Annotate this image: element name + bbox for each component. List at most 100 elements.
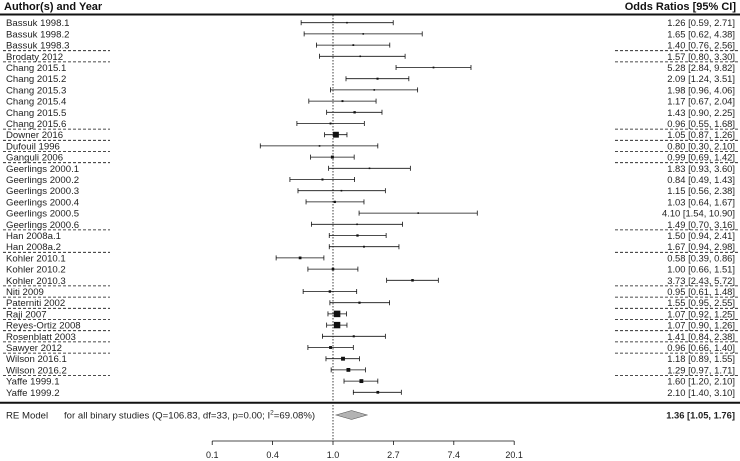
study-or-text: 0.96 [0.55, 1.68] [667, 118, 735, 129]
study-label: Wilson 2016.2 [6, 365, 67, 376]
study-or-text: 1.40 [0.76, 2.56] [667, 40, 735, 51]
point-estimate [352, 335, 355, 338]
summary-diamond [334, 410, 369, 420]
point-estimate [329, 122, 332, 125]
study-or-text: 1.98 [0.96, 4.06] [667, 84, 735, 95]
study-label: Geerlings 2000.2 [6, 175, 79, 186]
study-label: Geerlings 2000.3 [6, 186, 79, 197]
study-or-text: 0.80 [0.30, 2.10] [667, 140, 735, 151]
study-label: Geerlings 2000.5 [6, 209, 79, 220]
summary-description: for all binary studies (Q=106.83, df=33,… [64, 410, 315, 422]
point-estimate [298, 256, 302, 260]
study-or-text: 1.26 [0.59, 2.71] [667, 17, 735, 28]
study-or-text: 1.00 [0.66, 1.51] [667, 264, 735, 275]
study-or-text: 3.73 [2.43, 5.72] [667, 275, 735, 286]
study-or-text: 4.10 [1.54, 10.90] [662, 208, 735, 219]
header-right: Odds Ratios [95% CI] [625, 1, 737, 13]
point-estimate [340, 189, 343, 192]
point-estimate [368, 167, 371, 170]
study-or-text: 1.43 [0.90, 2.25] [667, 107, 735, 118]
study-or-text: 1.15 [0.56, 2.38] [667, 185, 735, 196]
study-label: Chang 2015.6 [6, 119, 66, 130]
point-estimate [346, 21, 348, 24]
point-estimate [346, 367, 351, 372]
study-label: Bassuk 1998.1 [6, 18, 69, 29]
x-tick-label: 2.7 [387, 450, 400, 460]
study-label: Chang 2015.1 [6, 63, 66, 74]
study-label: Yaffe 1999.1 [6, 377, 60, 388]
point-estimate [333, 321, 341, 329]
study-label: Downer 2016 [6, 130, 63, 141]
study-or-text: 1.41 [0.84, 2.38] [667, 331, 735, 342]
study-label: Raji 2007 [6, 309, 47, 320]
point-estimate [331, 267, 335, 271]
study-or-text: 0.99 [0.69, 1.42] [667, 152, 735, 163]
study-label: Bassuk 1998.2 [6, 29, 69, 40]
point-estimate [363, 245, 365, 248]
study-label: Kohler 2010.3 [6, 276, 66, 287]
study-or-text: 1.55 [0.95, 2.55] [667, 297, 735, 308]
point-estimate [411, 279, 414, 282]
study-or-text: 1.57 [0.80, 3.30] [667, 51, 735, 62]
study-or-text: 1.60 [1.20, 2.10] [667, 376, 735, 387]
study-label: Han 2008a.2 [6, 242, 61, 253]
summary-label: RE Model [6, 411, 48, 422]
study-label: Chang 2015.5 [6, 108, 66, 119]
study-label: Geerlings 2000.1 [6, 164, 79, 175]
study-or-text: 0.84 [0.49, 1.43] [667, 174, 735, 185]
point-estimate [328, 290, 332, 293]
summary-i2-value: =69.08%) [274, 411, 315, 422]
study-label: Geerlings 2000.6 [6, 220, 79, 231]
x-tick-label: 0.1 [206, 450, 219, 460]
study-or-text: 0.95 [0.61, 1.48] [667, 286, 735, 297]
study-or-text: 1.50 [0.94, 2.41] [667, 230, 735, 241]
study-or-text: 1.67 [0.94, 2.98] [667, 241, 735, 252]
study-label: Geerlings 2000.4 [6, 197, 80, 208]
study-label: Sawyer 2012 [6, 343, 62, 354]
point-estimate [341, 356, 345, 361]
summary-or-text: 1.36 [1.05, 1.76] [666, 410, 735, 421]
study-label: Niti 2009 [6, 287, 44, 298]
point-estimate [356, 223, 358, 226]
study-label: Brodaty 2012 [6, 52, 63, 63]
study-label: Kohler 2010.1 [6, 253, 66, 264]
point-estimate [362, 33, 365, 35]
header-left: Author(s) and Year [4, 1, 103, 13]
study-or-text: 1.65 [0.62, 4.38] [667, 28, 735, 39]
study-or-text: 1.07 [0.90, 1.26] [667, 320, 735, 331]
study-label: Chang 2015.3 [6, 85, 66, 96]
study-label: Reyes-Ortiz 2008 [6, 321, 81, 332]
study-label: Dufouil 1996 [6, 141, 60, 152]
point-estimate [359, 55, 362, 58]
study-or-text: 1.03 [0.64, 1.67] [667, 196, 735, 207]
point-estimate [341, 100, 344, 103]
point-estimate [359, 379, 364, 384]
x-tick-label: 20.1 [505, 450, 523, 460]
study-label: Kohler 2010.2 [6, 265, 66, 276]
study-label: Ganguli 2006 [6, 153, 63, 164]
study-or-text: 1.07 [0.92, 1.25] [667, 308, 735, 319]
point-estimate [352, 44, 355, 46]
x-tick-label: 0.4 [266, 450, 279, 460]
point-estimate [353, 111, 356, 114]
point-estimate [333, 200, 336, 204]
study-or-text: 0.58 [0.39, 0.86] [667, 252, 735, 263]
study-or-text: 1.17 [0.67, 2.04] [667, 96, 735, 107]
study-label: Paterniti 2002 [6, 298, 65, 309]
study-label: Chang 2015.4 [6, 97, 67, 108]
point-estimate [321, 178, 324, 181]
study-or-text: 1.49 [0.70, 3.16] [667, 219, 735, 230]
study-or-text: 2.10 [1.40, 3.10] [667, 387, 735, 398]
point-estimate [333, 131, 339, 138]
study-or-text: 0.96 [0.66, 1.40] [667, 342, 735, 353]
summary-i2-superscript: 2 [270, 410, 274, 417]
point-estimate [330, 155, 334, 159]
study-or-text: 2.09 [1.24, 3.51] [667, 73, 735, 84]
point-estimate [432, 66, 435, 69]
study-label: Rosenblatt 2003 [6, 332, 76, 343]
study-label: Han 2008a.1 [6, 231, 61, 242]
point-estimate [318, 145, 321, 147]
study-or-text: 1.83 [0.93, 3.60] [667, 163, 735, 174]
study-or-text: 5.28 [2.84, 9.82] [667, 62, 735, 73]
